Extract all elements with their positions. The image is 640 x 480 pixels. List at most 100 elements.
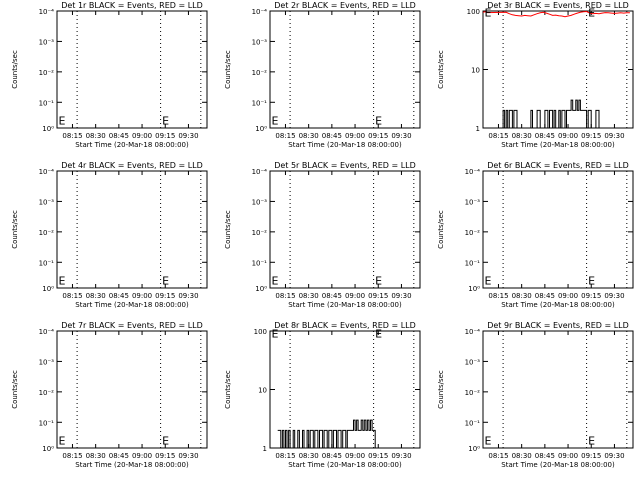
event-annotation: E bbox=[588, 435, 595, 448]
y-tick-label: 1 bbox=[476, 125, 480, 133]
y-tick-label: 10⁻² bbox=[39, 389, 55, 397]
lld-series-line bbox=[482, 10, 630, 18]
event-annotation: E bbox=[375, 275, 382, 288]
y-tick-label: 10⁻⁴ bbox=[465, 168, 481, 176]
y-tick-label: 10⁻⁴ bbox=[252, 8, 268, 16]
x-tick-label: 09:00 bbox=[132, 132, 152, 140]
x-tick-label: 08:15 bbox=[62, 132, 82, 140]
event-annotation: E bbox=[485, 6, 492, 19]
event-annotation: E bbox=[588, 275, 595, 288]
y-tick-label: 10⁻³ bbox=[465, 198, 481, 206]
y-axis-label: Counts/sec bbox=[224, 210, 232, 249]
y-tick-label: 1 bbox=[263, 445, 267, 453]
x-tick-label: 08:45 bbox=[322, 132, 342, 140]
x-tick-label: 08:30 bbox=[299, 132, 319, 140]
x-tick-label: 08:15 bbox=[62, 292, 82, 300]
x-tick-label: 08:15 bbox=[488, 292, 508, 300]
panel-title: Det 1r BLACK = Events, RED = LLD bbox=[61, 1, 203, 10]
x-axis-label: Start Time (20-Mar-18 08:00:00) bbox=[75, 461, 189, 469]
x-tick-label: 09:30 bbox=[391, 292, 411, 300]
chart-panel-9: Det 9r BLACK = Events, RED = LLD 08:15 08:… bbox=[437, 321, 634, 469]
x-tick-label: 08:30 bbox=[299, 452, 319, 460]
x-tick-label: 09:00 bbox=[345, 452, 365, 460]
y-tick-label: 10⁻² bbox=[252, 69, 268, 77]
event-annotation: E bbox=[272, 275, 279, 288]
x-axis-label: Start Time (20-Mar-18 08:00:00) bbox=[501, 461, 615, 469]
x-tick-label: 09:00 bbox=[345, 292, 365, 300]
y-axis-label: Counts/sec bbox=[11, 210, 19, 249]
x-tick-label: 09:30 bbox=[178, 132, 198, 140]
y-axis-label: Counts/sec bbox=[224, 50, 232, 89]
x-tick-label: 08:45 bbox=[109, 132, 129, 140]
y-tick-label: 10⁻¹ bbox=[39, 99, 55, 107]
event-annotation: E bbox=[272, 328, 279, 341]
panel-title: Det 2r BLACK = Events, RED = LLD bbox=[274, 1, 416, 10]
x-axis-label: Start Time (20-Mar-18 08:00:00) bbox=[288, 301, 402, 309]
event-annotation: E bbox=[485, 435, 492, 448]
x-tick-label: 09:30 bbox=[391, 132, 411, 140]
event-annotation: E bbox=[59, 115, 66, 128]
y-tick-label: 10⁻² bbox=[39, 69, 55, 77]
x-tick-label: 09:00 bbox=[345, 132, 365, 140]
y-tick-label: 10⁻³ bbox=[39, 358, 55, 366]
event-annotation: E bbox=[588, 6, 595, 19]
x-axis-label: Start Time (20-Mar-18 08:00:00) bbox=[75, 301, 189, 309]
plot-frame bbox=[482, 330, 634, 449]
y-tick-label: 10⁻¹ bbox=[39, 419, 55, 427]
chart-panel-3: Det 3r BLACK = Events, RED = LLD 08:15 08:… bbox=[437, 1, 634, 149]
plot-frame bbox=[56, 330, 208, 449]
chart-panel-8: Det 8r BLACK = Events, RED = LLD 08:15 08:… bbox=[224, 321, 421, 469]
chart-panel-6: Det 6r BLACK = Events, RED = LLD 08:15 08:… bbox=[437, 161, 634, 309]
y-tick-label: 10⁻⁴ bbox=[39, 168, 55, 176]
x-tick-label: 09:30 bbox=[604, 132, 624, 140]
x-tick-label: 09:15 bbox=[368, 452, 388, 460]
y-tick-label: 10⁻¹ bbox=[465, 419, 481, 427]
panel-title: Det 6r BLACK = Events, RED = LLD bbox=[487, 161, 629, 170]
event-annotation: E bbox=[59, 435, 66, 448]
event-annotation: E bbox=[272, 115, 279, 128]
x-tick-label: 08:30 bbox=[86, 132, 106, 140]
x-tick-label: 08:45 bbox=[535, 132, 555, 140]
y-axis-label: Counts/sec bbox=[11, 370, 19, 409]
x-tick-label: 08:45 bbox=[109, 292, 129, 300]
x-tick-label: 09:30 bbox=[604, 292, 624, 300]
x-tick-label: 09:30 bbox=[391, 452, 411, 460]
x-tick-label: 08:45 bbox=[322, 292, 342, 300]
y-tick-label: 10⁻² bbox=[39, 229, 55, 237]
x-axis-label: Start Time (20-Mar-18 08:00:00) bbox=[75, 141, 189, 149]
x-tick-label: 09:00 bbox=[132, 452, 152, 460]
event-annotation: E bbox=[59, 275, 66, 288]
x-tick-label: 08:45 bbox=[535, 292, 555, 300]
x-tick-label: 09:00 bbox=[558, 452, 578, 460]
x-tick-label: 09:30 bbox=[178, 452, 198, 460]
y-axis-label: Counts/sec bbox=[224, 370, 232, 409]
x-tick-label: 09:00 bbox=[132, 292, 152, 300]
x-tick-label: 08:15 bbox=[488, 452, 508, 460]
y-tick-label: 10⁻³ bbox=[252, 38, 268, 46]
x-tick-label: 08:45 bbox=[322, 452, 342, 460]
x-tick-label: 09:15 bbox=[581, 452, 601, 460]
x-axis-label: Start Time (20-Mar-18 08:00:00) bbox=[288, 461, 402, 469]
x-tick-label: 08:45 bbox=[109, 452, 129, 460]
y-tick-label: 10⁰ bbox=[468, 285, 480, 293]
y-tick-label: 10⁻² bbox=[465, 229, 481, 237]
y-axis-label: Counts/sec bbox=[437, 370, 445, 409]
event-annotation: E bbox=[162, 275, 169, 288]
events-series-line bbox=[483, 99, 633, 129]
plot-frame bbox=[269, 170, 421, 289]
event-annotation: E bbox=[485, 275, 492, 288]
y-tick-label: 10⁻¹ bbox=[252, 259, 268, 267]
x-tick-label: 08:30 bbox=[512, 132, 532, 140]
x-tick-label: 08:45 bbox=[535, 452, 555, 460]
y-tick-label: 10⁻³ bbox=[465, 358, 481, 366]
x-tick-label: 09:15 bbox=[155, 132, 175, 140]
event-annotation: E bbox=[162, 115, 169, 128]
x-tick-label: 08:30 bbox=[512, 292, 532, 300]
plot-frame bbox=[269, 10, 421, 129]
plot-frame bbox=[482, 170, 634, 289]
y-tick-label: 10 bbox=[471, 67, 480, 75]
y-tick-label: 10⁰ bbox=[42, 125, 54, 133]
x-tick-label: 08:15 bbox=[275, 132, 295, 140]
x-tick-label: 08:15 bbox=[275, 292, 295, 300]
